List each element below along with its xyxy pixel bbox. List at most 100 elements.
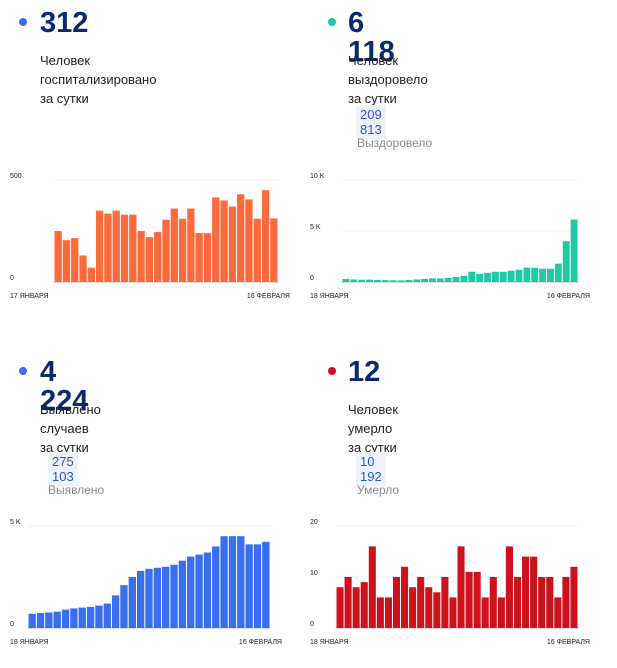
bar <box>515 269 523 282</box>
bar <box>137 231 145 282</box>
bar <box>538 577 546 628</box>
bar <box>220 536 228 628</box>
bar <box>170 564 178 628</box>
total-label: Выявлено <box>48 483 105 497</box>
bar <box>270 218 278 282</box>
bar <box>507 270 515 282</box>
bar <box>36 613 45 628</box>
bar <box>360 582 368 628</box>
x-start-label: 18 ЯНВАРЯ <box>10 639 49 646</box>
bar <box>397 280 405 282</box>
bar <box>409 587 417 628</box>
y-tick-label: 10 <box>310 570 318 577</box>
bar <box>376 597 384 628</box>
bar <box>245 199 253 282</box>
bar <box>530 556 538 628</box>
x-end-label: 16 ФЕВРАЛЯ <box>247 293 290 300</box>
bar <box>162 566 170 628</box>
bar <box>178 218 187 282</box>
bar <box>170 208 178 282</box>
bar <box>53 611 61 628</box>
bar <box>45 612 53 628</box>
bar <box>62 240 71 282</box>
bar <box>54 231 62 282</box>
bar <box>220 200 228 282</box>
bar <box>128 577 136 628</box>
bar <box>546 577 554 628</box>
series-dot <box>328 367 336 375</box>
bar <box>352 587 360 628</box>
chart-deaths: 0 10 20 18 ЯНВАРЯ 16 ФЕВРАЛЯ <box>310 519 590 646</box>
bar <box>444 277 452 282</box>
bar <box>433 592 441 628</box>
bar <box>237 536 245 628</box>
total-value: 10 192 <box>356 452 386 486</box>
bar <box>468 271 476 282</box>
bar <box>212 197 220 282</box>
bar <box>523 267 531 282</box>
bar <box>570 566 578 628</box>
y-tick-label: 20 <box>310 519 318 526</box>
bar <box>112 210 120 282</box>
stat-caption: Человек умерло за сутки <box>348 402 399 455</box>
x-start-label: 17 ЯНВАРЯ <box>10 293 49 300</box>
bar <box>562 241 570 282</box>
y-tick-label: 5 K <box>10 519 21 526</box>
bar <box>505 546 513 628</box>
bar <box>457 546 465 628</box>
stat-caption: Человек госпитализировано за сутки <box>40 53 157 106</box>
bar <box>203 233 212 282</box>
bar <box>436 278 444 282</box>
y-tick-label: 0 <box>310 275 314 282</box>
chart-hospitalized: 0 500 17 ЯНВАРЯ 16 ФЕВРАЛЯ <box>10 173 290 300</box>
bar <box>491 271 499 282</box>
x-end-label: 16 ФЕВРАЛЯ <box>547 293 590 300</box>
bar <box>79 255 87 282</box>
bar <box>145 568 153 628</box>
bar <box>499 271 507 282</box>
bar <box>162 219 170 282</box>
bar <box>253 544 262 628</box>
bar <box>531 267 539 282</box>
bar <box>562 577 570 628</box>
bar <box>136 570 145 628</box>
bar <box>129 214 137 282</box>
bar <box>145 237 154 282</box>
bar <box>86 606 95 628</box>
bar <box>570 219 578 282</box>
bar <box>384 597 392 628</box>
stat-value: 4 224 <box>40 356 89 417</box>
bar <box>539 268 547 282</box>
x-end-label: 16 ФЕВРАЛЯ <box>547 639 590 646</box>
bar <box>153 567 162 628</box>
bar <box>120 585 128 628</box>
bar <box>429 278 436 282</box>
bar <box>237 194 245 282</box>
bar <box>497 597 505 628</box>
bar <box>417 577 425 628</box>
bar <box>460 275 468 282</box>
bar <box>344 577 352 628</box>
bar <box>554 597 562 628</box>
bar <box>261 190 270 282</box>
bar <box>381 280 389 282</box>
bar <box>484 272 491 282</box>
bar <box>489 577 497 628</box>
bar <box>28 613 36 628</box>
bar <box>476 273 484 282</box>
bar <box>228 206 237 282</box>
stat-value: 12 <box>348 356 381 388</box>
bar <box>481 597 489 628</box>
series-dot <box>19 18 27 26</box>
bar <box>373 279 381 282</box>
y-tick-label: 0 <box>10 275 14 282</box>
bar <box>350 279 358 282</box>
total-label: Умерло <box>357 483 400 497</box>
stat-caption: Выявлено случаев за сутки <box>40 402 101 455</box>
stat-caption: Человек выздоровело за сутки <box>348 53 428 106</box>
bar <box>87 267 95 282</box>
bar <box>368 546 376 628</box>
bar <box>103 603 111 628</box>
bar <box>425 587 433 628</box>
bar <box>111 595 120 628</box>
